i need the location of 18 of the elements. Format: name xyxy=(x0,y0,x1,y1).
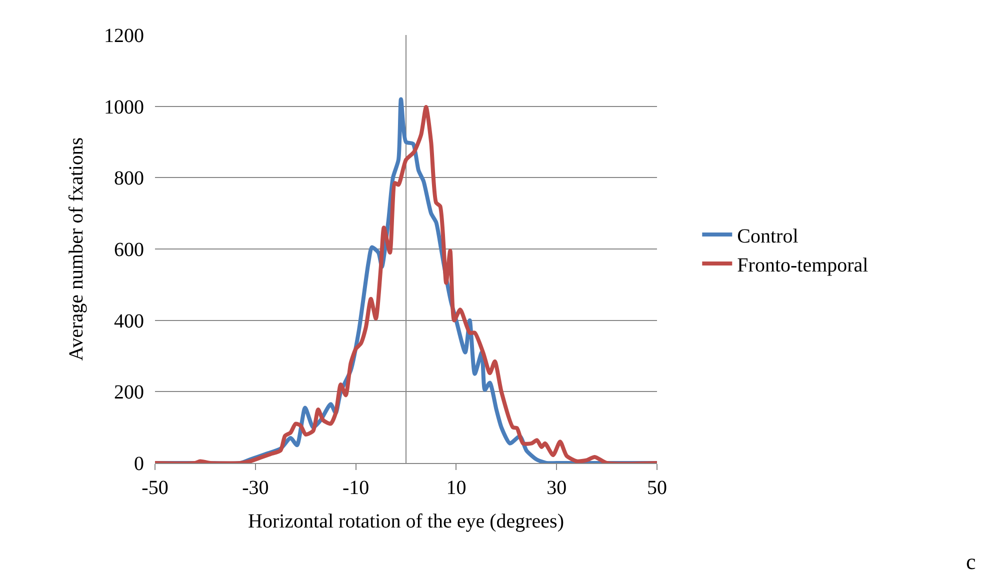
y-tick-label: 0 xyxy=(134,453,144,475)
x-tick-label: 30 xyxy=(546,477,567,499)
legend-label: Fronto-temporal xyxy=(737,254,869,276)
x-tick-label: -50 xyxy=(142,477,168,499)
x-tick-label: 10 xyxy=(446,477,466,499)
x-axis-title: Horizontal rotation of the eye (degrees) xyxy=(248,510,564,532)
y-tick-label: 200 xyxy=(114,382,144,404)
text: c xyxy=(966,549,976,574)
y-tick-label: 600 xyxy=(114,239,144,261)
y-tick-label: 400 xyxy=(114,310,144,332)
y-tick-label: 800 xyxy=(114,168,144,190)
y-tick-label: 1200 xyxy=(104,25,144,47)
legend-label: Control xyxy=(737,225,799,248)
y-tick-label: 1000 xyxy=(104,96,144,118)
y-axis-title: Average number of fxations xyxy=(66,137,88,361)
x-tick-label: 50 xyxy=(647,477,667,499)
x-tick-label: -30 xyxy=(242,477,269,499)
x-tick-label: -10 xyxy=(342,477,370,499)
